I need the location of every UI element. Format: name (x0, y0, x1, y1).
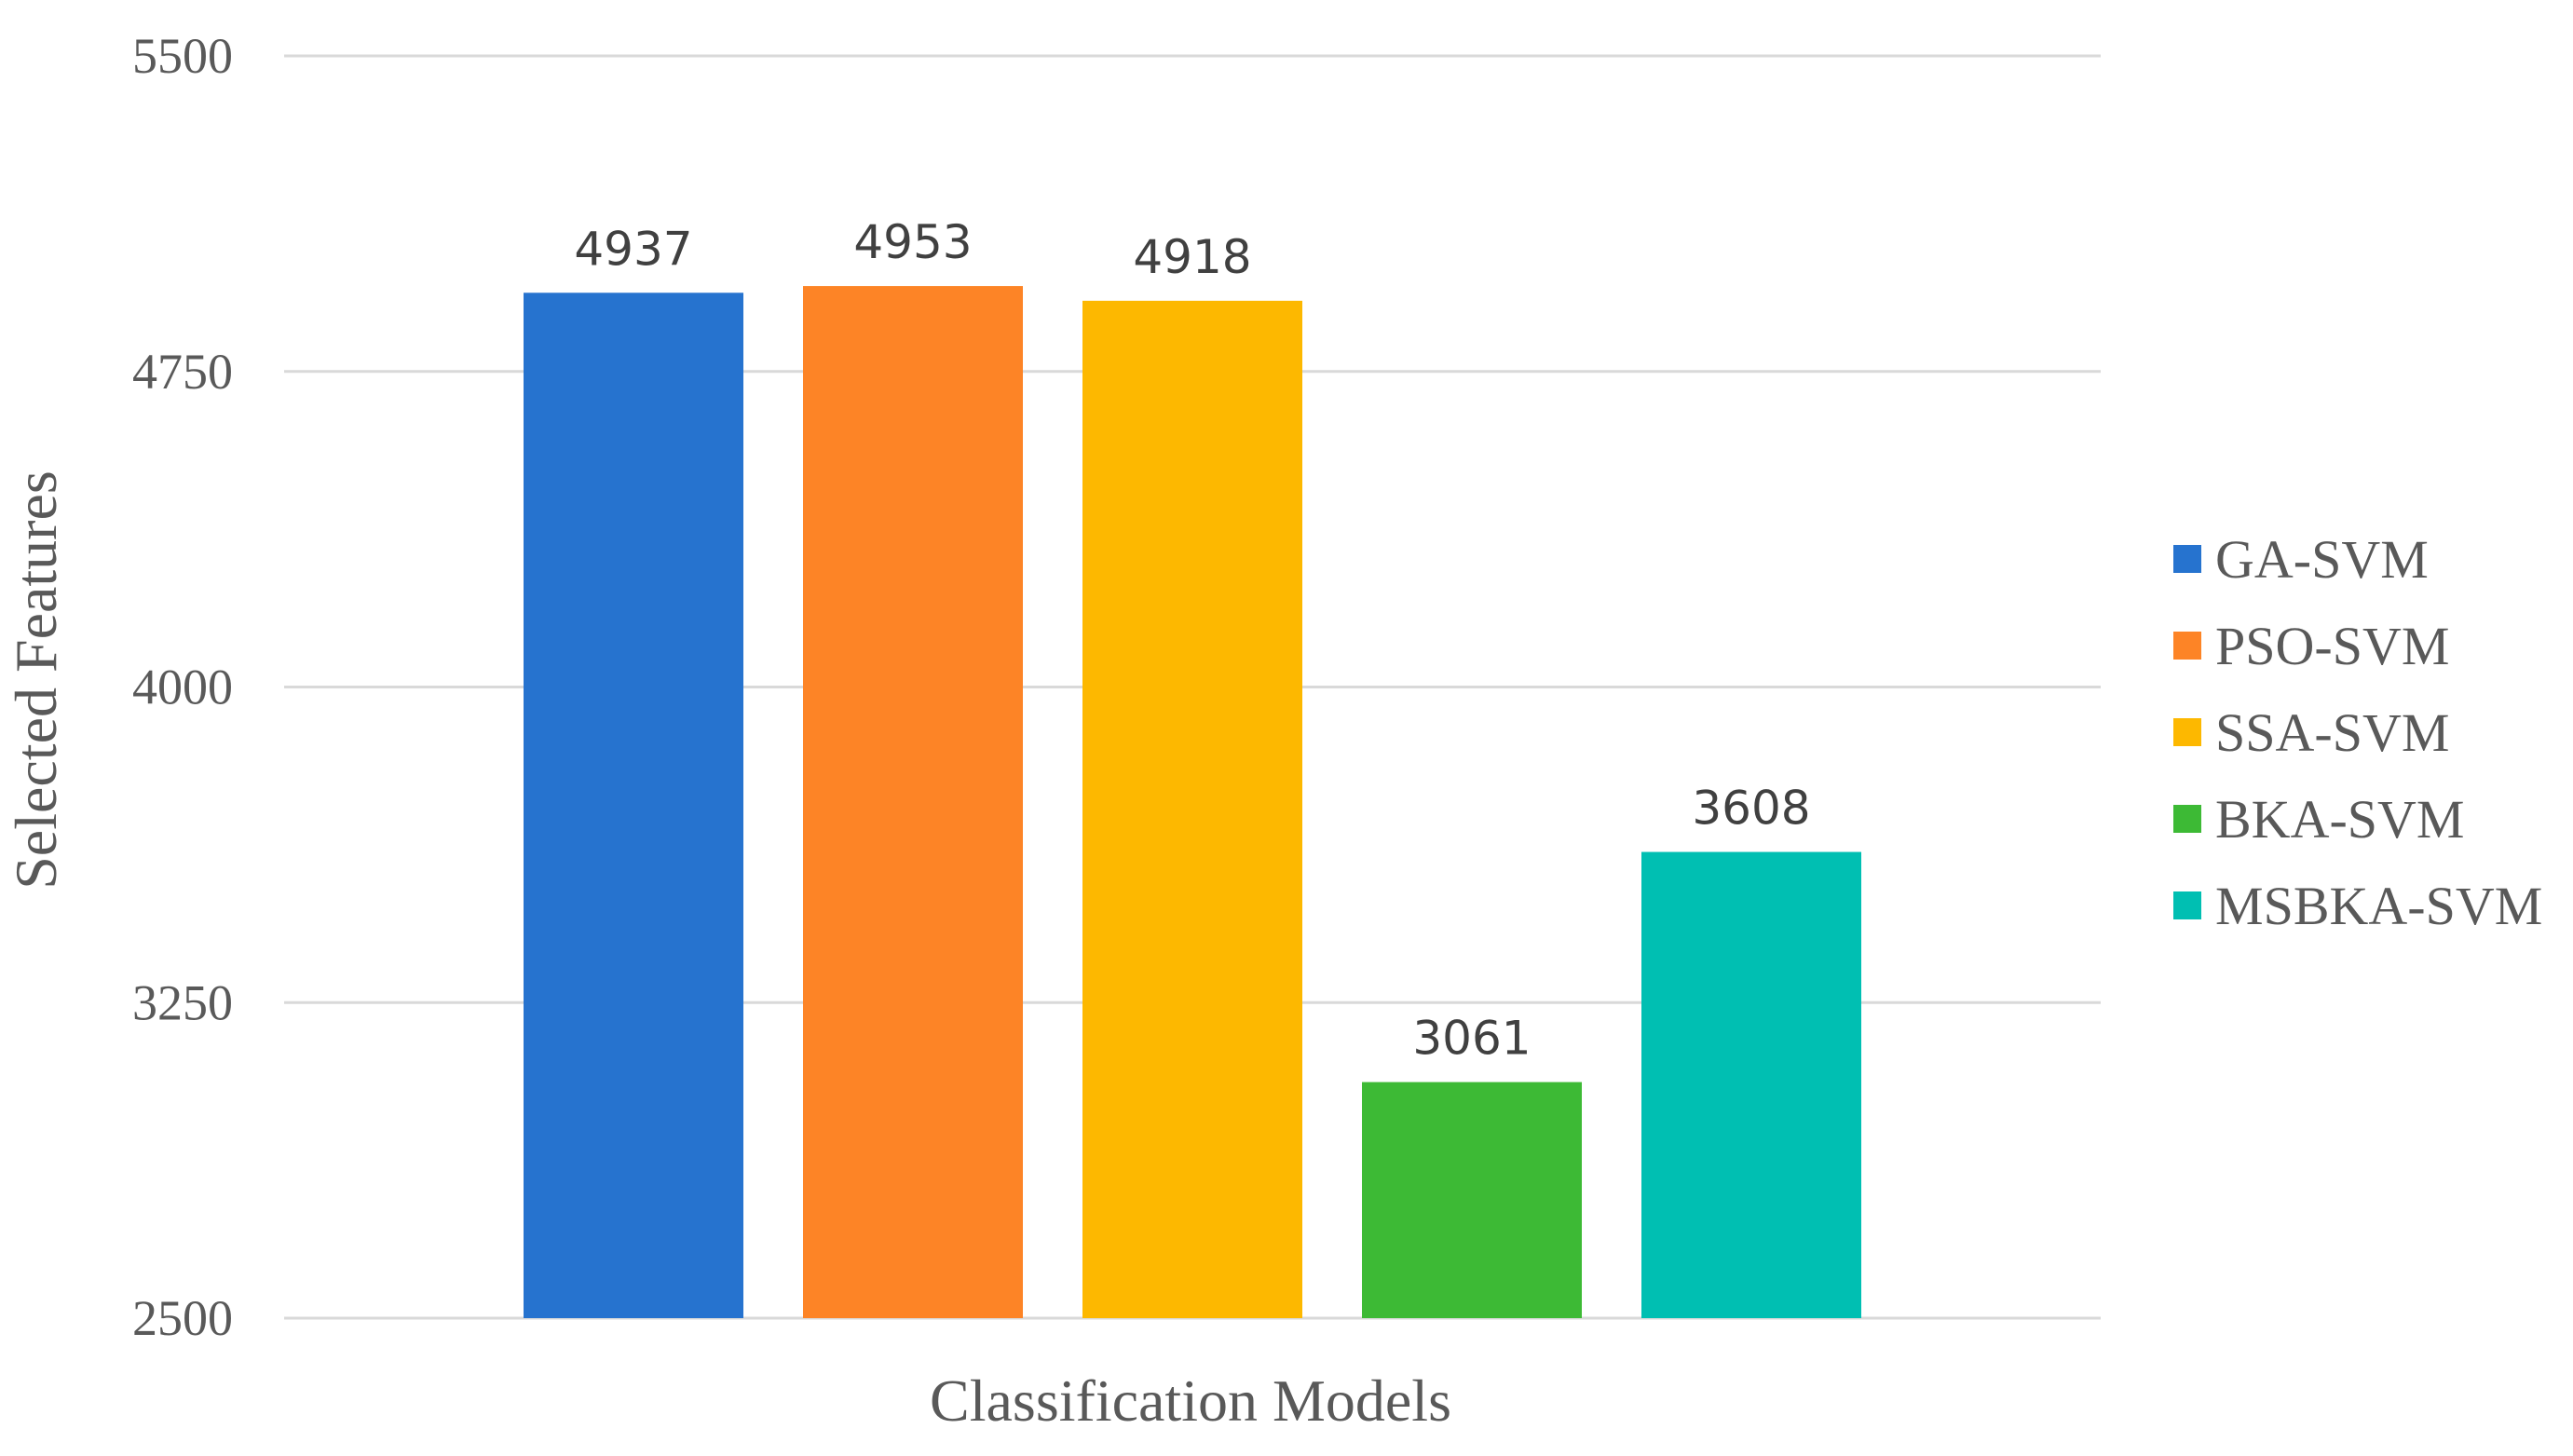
y-tick-label: 2500 (132, 1290, 233, 1346)
legend-label: PSO-SVM (2215, 616, 2449, 676)
legend-label: SSA-SVM (2215, 702, 2449, 763)
y-axis-ticks: 2500 3250 4000 4750 5500 (132, 28, 233, 1346)
legend-label: BKA-SVM (2215, 789, 2465, 850)
bars (524, 286, 1861, 1319)
y-tick-label: 3250 (132, 974, 233, 1030)
data-label-msbka-svm: 3608 (1692, 782, 1810, 836)
data-label-bka-svm: 3061 (1412, 1012, 1531, 1066)
data-label-ssa-svm: 4918 (1133, 230, 1251, 284)
bar-ssa-svm (1082, 300, 1302, 1318)
bar-pso-svm (803, 286, 1023, 1319)
legend: GA-SVM PSO-SVM SSA-SVM BKA-SVM MSBKA-SVM (2173, 529, 2542, 936)
legend-swatch (2173, 632, 2201, 660)
bar-bka-svm (1362, 1082, 1582, 1318)
y-tick-label: 4000 (132, 660, 233, 715)
legend-swatch (2173, 805, 2201, 833)
data-label-ga-svm: 4937 (574, 222, 692, 276)
legend-swatch (2173, 718, 2201, 746)
legend-label: MSBKA-SVM (2215, 876, 2542, 936)
legend-label: GA-SVM (2215, 529, 2429, 590)
y-axis-title: Selected Features (3, 470, 69, 890)
data-labels: 4937 4953 4918 3061 3608 (574, 215, 1810, 1066)
legend-swatch (2173, 545, 2201, 573)
bar-ga-svm (524, 293, 743, 1318)
data-label-pso-svm: 4953 (853, 215, 972, 269)
y-tick-label: 4750 (132, 344, 233, 400)
y-tick-label: 5500 (132, 28, 233, 84)
bar-msbka-svm (1641, 851, 1861, 1318)
x-axis-title: Classification Models (930, 1368, 1451, 1434)
legend-swatch (2173, 891, 2201, 919)
